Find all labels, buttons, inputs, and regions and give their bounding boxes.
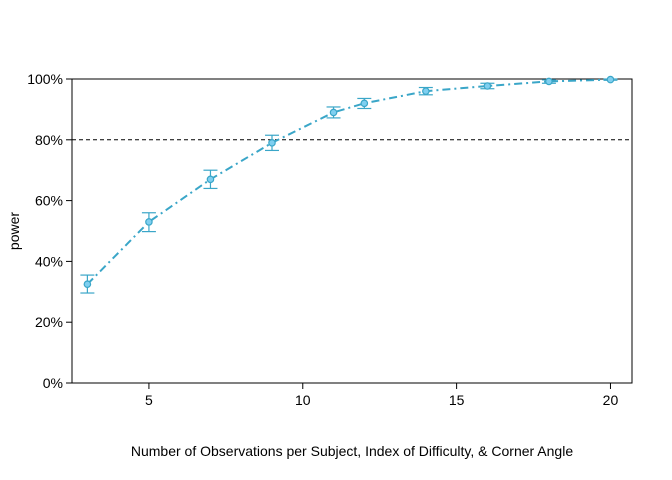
data-point	[545, 77, 553, 86]
power-series-line	[86, 78, 611, 285]
data-point	[422, 87, 430, 95]
x-tick-label: 20	[603, 392, 619, 408]
plot-frame	[71, 78, 633, 384]
x-axis-title: Number of Observations per Subject, Inde…	[131, 443, 573, 459]
x-tick-label: 10	[295, 392, 311, 408]
error-bars	[80, 78, 618, 294]
data-point	[145, 218, 153, 226]
y-tick-label: 60%	[35, 193, 63, 209]
data-point	[606, 75, 615, 84]
data-point	[206, 175, 215, 184]
y-tick-label: 20%	[35, 314, 63, 330]
y-axis-title: power	[6, 212, 22, 250]
y-tick-label: 0%	[43, 375, 63, 391]
x-axis: 5 10 15 20	[145, 383, 618, 408]
x-tick-label: 5	[145, 392, 153, 408]
data-point	[483, 82, 492, 90]
x-tick-label: 15	[449, 392, 465, 408]
data-point	[268, 139, 276, 147]
data-point	[83, 280, 92, 289]
y-axis: 0% 20% 40% 60% 80% 100%	[27, 71, 72, 391]
y-tick-label: 100%	[27, 71, 63, 87]
y-tick-label: 40%	[35, 253, 63, 269]
y-tick-label: 80%	[35, 132, 63, 148]
plot-area: 5 10 15 20 0% 20% 40% 60% 80% 100%	[27, 71, 633, 408]
data-point	[360, 99, 369, 108]
data-points	[83, 75, 615, 289]
data-point	[329, 108, 338, 117]
